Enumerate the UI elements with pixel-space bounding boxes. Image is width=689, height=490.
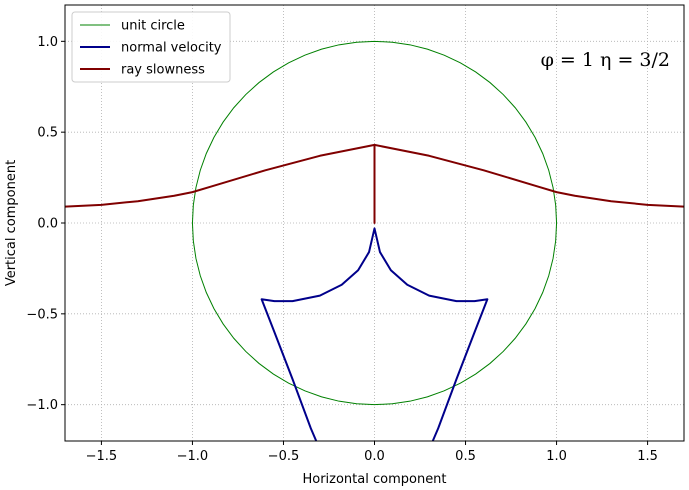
x-tick-label: 0.5: [455, 449, 476, 464]
legend-label: normal velocity: [121, 41, 222, 56]
series-unit-circle: [191, 40, 558, 406]
series-normal-velocity: [260, 227, 489, 441]
x-tick-label: 1.5: [637, 449, 658, 464]
x-tick-label: −1.5: [86, 449, 118, 464]
parameter-annotation: φ = 1 η = 3/2: [541, 49, 670, 71]
series-ray-slowness: [65, 143, 684, 224]
x-tick-label: 1.0: [546, 449, 567, 464]
legend-label: unit circle: [121, 19, 185, 34]
y-tick-label: −0.5: [26, 307, 58, 322]
legend-label: ray slowness: [121, 63, 205, 78]
y-tick-label: −1.0: [26, 398, 58, 413]
y-axis-label: Vertical component: [4, 160, 19, 286]
x-tick-label: −1.0: [177, 449, 209, 464]
y-axis-ticks: −1.0 −0.5 0.0 0.5 1.0: [26, 35, 65, 413]
y-tick-label: 0.0: [37, 217, 58, 232]
x-axis-ticks: −1.5 −1.0 −0.5 0.0 0.5 1.0 1.5: [86, 441, 658, 464]
legend-box: [71, 11, 231, 83]
y-tick-label: 0.5: [37, 126, 58, 141]
series-layer: [65, 40, 684, 441]
x-axis-label: Horizontal component: [302, 472, 446, 487]
y-tick-label: 1.0: [37, 35, 58, 50]
x-tick-label: 0.0: [364, 449, 385, 464]
x-tick-label: −0.5: [268, 449, 300, 464]
legend: unit circle normal velocity ray slowness: [71, 11, 231, 83]
